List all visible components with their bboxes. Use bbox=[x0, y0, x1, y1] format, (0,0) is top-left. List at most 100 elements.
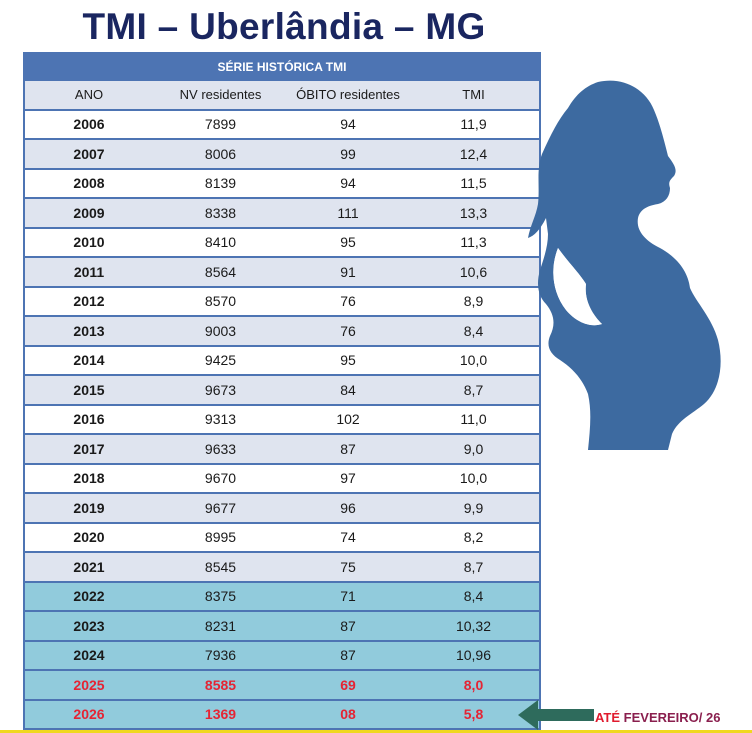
table-row: 2010 8410 95 11,3 bbox=[25, 228, 539, 256]
table-row: 2018 9670 97 10,0 bbox=[25, 464, 539, 492]
cell-obito-residentes: 87 bbox=[340, 617, 356, 634]
cell-ano: 2014 bbox=[73, 352, 105, 369]
cell-tmi: 12,4 bbox=[459, 145, 488, 162]
cell-tmi: 8,9 bbox=[463, 293, 484, 310]
table-header-row: ANO NV residentes ÓBITO residentes TMI bbox=[25, 81, 539, 109]
cell-obito-residentes: 76 bbox=[340, 293, 356, 310]
header-tmi: TMI bbox=[462, 87, 485, 103]
cell-ano: 2022 bbox=[73, 588, 105, 605]
cell-tmi: 8,0 bbox=[463, 676, 484, 693]
cell-tmi: 8,7 bbox=[463, 381, 484, 398]
cell-obito-residentes: 84 bbox=[340, 381, 356, 398]
cell-nv-residentes: 8410 bbox=[204, 234, 237, 251]
cell-tmi: 10,0 bbox=[459, 352, 488, 369]
cell-tmi: 8,7 bbox=[463, 558, 484, 575]
cell-tmi: 10,32 bbox=[455, 617, 492, 634]
cell-tmi: 11,5 bbox=[460, 175, 487, 192]
cell-nv-residentes: 8545 bbox=[204, 558, 237, 575]
cell-ano: 2018 bbox=[73, 470, 105, 487]
cell-nv-residentes: 8995 bbox=[204, 529, 237, 546]
table-row: 2020 8995 74 8,2 bbox=[25, 523, 539, 551]
cell-obito-residentes: 94 bbox=[340, 116, 356, 133]
cell-ano: 2017 bbox=[73, 440, 105, 457]
cell-obito-residentes: 111 bbox=[337, 204, 359, 221]
cell-obito-residentes: 96 bbox=[340, 499, 356, 516]
cell-tmi: 8,4 bbox=[463, 322, 484, 339]
table-row: 2019 9677 96 9,9 bbox=[25, 494, 539, 522]
header-nv-residentes: NV residentes bbox=[179, 87, 262, 103]
cell-tmi: 10,6 bbox=[459, 263, 488, 280]
cell-ano: 2009 bbox=[73, 204, 105, 221]
page-title: TMI – Uberlândia – MG bbox=[82, 6, 486, 47]
cell-ano: 2011 bbox=[73, 263, 105, 280]
cell-ano: 2007 bbox=[73, 145, 105, 162]
cell-nv-residentes: 9003 bbox=[204, 322, 237, 339]
table-row: 2021 8545 75 8,7 bbox=[25, 553, 539, 581]
until-february-note: ATÉ FEVEREIRO/ 26 bbox=[595, 710, 720, 725]
cell-ano: 2023 bbox=[73, 617, 105, 634]
cell-ano: 2019 bbox=[73, 499, 105, 516]
cell-nv-residentes: 8338 bbox=[204, 204, 237, 221]
cell-ano: 2006 bbox=[73, 116, 105, 133]
cell-ano: 2020 bbox=[73, 529, 105, 546]
cell-tmi: 8,4 bbox=[463, 588, 484, 605]
cell-obito-residentes: 95 bbox=[340, 234, 356, 251]
cell-tmi: 10,96 bbox=[455, 647, 492, 664]
table-row: 2026 1369 08 5,8 bbox=[25, 700, 539, 728]
cell-obito-residentes: 74 bbox=[340, 529, 356, 546]
pregnant-woman-silhouette-icon bbox=[528, 80, 721, 451]
cell-ano: 2021 bbox=[73, 558, 105, 575]
cell-obito-residentes: 91 bbox=[340, 263, 356, 280]
cell-obito-residentes: 99 bbox=[340, 145, 356, 162]
table-body: 2006 7899 94 11,9 2007 8006 99 12,4 2008 8139 94 11… bbox=[25, 110, 539, 728]
cell-nv-residentes: 9670 bbox=[204, 470, 237, 487]
table-row: 2022 8375 71 8,4 bbox=[25, 582, 539, 610]
cell-obito-residentes: 87 bbox=[340, 440, 356, 457]
table-row: 2006 7899 94 11,9 bbox=[25, 110, 539, 138]
cell-ano: 2026 bbox=[73, 706, 105, 723]
table-row: 2025 8585 69 8,0 bbox=[25, 671, 539, 699]
table-row: 2017 9633 87 9,0 bbox=[25, 435, 539, 463]
cell-tmi: 8,2 bbox=[463, 529, 484, 546]
cell-tmi: 9,0 bbox=[463, 440, 484, 457]
cell-obito-residentes: 87 bbox=[340, 647, 356, 664]
cell-ano: 2008 bbox=[73, 175, 105, 192]
cell-nv-residentes: 7936 bbox=[204, 647, 237, 664]
cell-nv-residentes: 8006 bbox=[204, 145, 237, 162]
cell-obito-residentes: 71 bbox=[340, 588, 356, 605]
cell-tmi: 11,0 bbox=[460, 411, 487, 428]
cell-nv-residentes: 8570 bbox=[204, 293, 237, 310]
header-obito-residentes: ÓBITO residentes bbox=[296, 87, 400, 103]
cell-tmi: 13,3 bbox=[459, 204, 488, 221]
cell-nv-residentes: 8139 bbox=[204, 175, 237, 192]
cell-nv-residentes: 9677 bbox=[204, 499, 237, 516]
cell-ano: 2013 bbox=[73, 322, 105, 339]
cell-obito-residentes: 95 bbox=[340, 352, 356, 369]
note-february: FEVEREIRO/ 26 bbox=[623, 710, 721, 725]
cell-obito-residentes: 102 bbox=[336, 411, 360, 428]
cell-nv-residentes: 7899 bbox=[204, 116, 237, 133]
header-ano: ANO bbox=[74, 87, 104, 103]
table-row: 2013 9003 76 8,4 bbox=[25, 317, 539, 345]
cell-nv-residentes: 9633 bbox=[204, 440, 237, 457]
historic-series-table: SÉRIE HISTÓRICA TMI ANO NV residentes ÓB… bbox=[23, 52, 541, 733]
table-row: 2016 9313 102 11,0 bbox=[25, 405, 539, 433]
table-row: 2011 8564 91 10,6 bbox=[25, 258, 539, 286]
cell-nv-residentes: 8585 bbox=[204, 676, 237, 693]
cell-ano: 2010 bbox=[73, 234, 105, 251]
cell-nv-residentes: 8375 bbox=[204, 588, 237, 605]
cell-ano: 2015 bbox=[73, 381, 105, 398]
cell-nv-residentes: 1369 bbox=[204, 706, 237, 723]
cell-nv-residentes: 9425 bbox=[204, 352, 237, 369]
table-row: 2023 8231 87 10,32 bbox=[25, 612, 539, 640]
note-until: ATÉ bbox=[595, 710, 624, 725]
table-caption: SÉRIE HISTÓRICA TMI bbox=[217, 60, 347, 74]
cell-ano: 2025 bbox=[73, 676, 105, 693]
cell-nv-residentes: 8564 bbox=[204, 263, 237, 280]
cell-tmi: 9,9 bbox=[463, 499, 484, 516]
cell-tmi: 11,9 bbox=[460, 116, 487, 133]
cell-ano: 2024 bbox=[73, 647, 105, 664]
cell-obito-residentes: 08 bbox=[340, 706, 356, 723]
table-row: 2008 8139 94 11,5 bbox=[25, 169, 539, 197]
cell-obito-residentes: 97 bbox=[340, 470, 356, 487]
